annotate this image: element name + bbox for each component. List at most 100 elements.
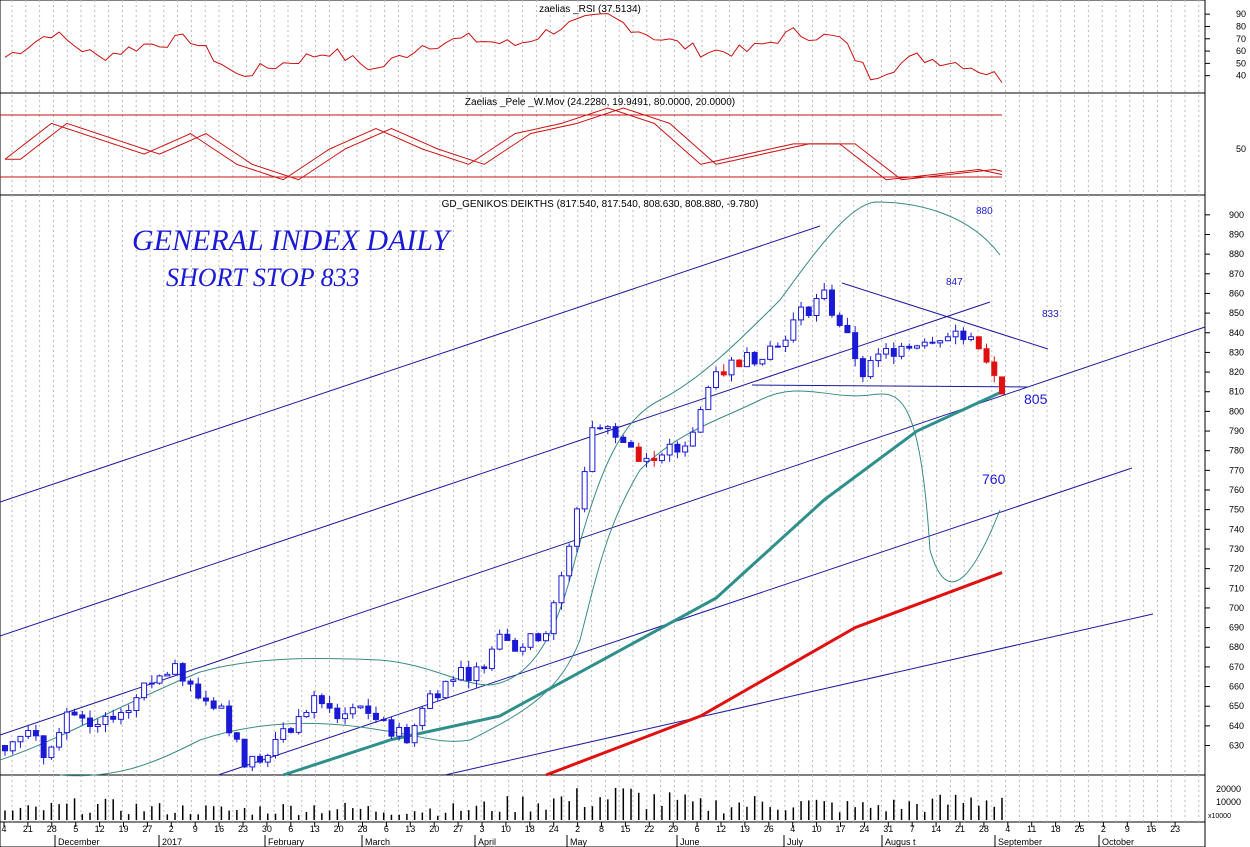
price-title: GD_GENIKOS DEIKTHS (817.540, 817.540, 80… [442, 199, 759, 210]
candle-body [48, 746, 55, 759]
candle-body [342, 713, 349, 720]
x-axis-band [0, 821, 1206, 847]
x-day-label: 21 [23, 824, 33, 834]
y-tick-label: 650 [1229, 701, 1244, 711]
candle-body [759, 358, 766, 365]
x-day-label: 27 [453, 824, 463, 834]
candle-body [257, 755, 264, 763]
y-tick-label: 750 [1229, 505, 1244, 515]
volume-bars [4, 787, 1003, 820]
x-day-label: 16 [214, 824, 224, 834]
candle-body [705, 386, 712, 411]
x-day-label: 2 [575, 824, 580, 834]
candle-body [666, 443, 673, 456]
candle-body [890, 348, 897, 357]
candle-body [527, 633, 534, 648]
candle-body [597, 427, 604, 430]
x-month-label: July [787, 837, 804, 847]
candle-body [913, 345, 920, 349]
candle-body [728, 359, 735, 376]
candle-body [442, 680, 449, 699]
x-day-label: 4 [790, 824, 795, 834]
x-day-label: 12 [716, 824, 726, 834]
candle-body [736, 359, 743, 368]
candle-body [202, 697, 209, 702]
candle-body [643, 457, 650, 462]
x-day-label: 24 [549, 824, 559, 834]
x-day-label: 25 [1074, 824, 1084, 834]
rsi-tick-label: 90 [1236, 9, 1246, 19]
x-day-label: 29 [668, 824, 678, 834]
candle-body [604, 426, 611, 429]
candle-body [589, 427, 596, 473]
candle-body [164, 673, 171, 677]
candle-body [628, 441, 635, 448]
candle-body [172, 663, 179, 675]
x-day-label: 15 [620, 824, 630, 834]
rsi-title: zaelias _RSI (37.5134) [539, 4, 641, 15]
candle-body [187, 680, 194, 685]
candle-body [813, 298, 820, 316]
candle-body [32, 730, 39, 737]
volume-tick-label: 10000 [1216, 797, 1241, 807]
x-day-label: 7 [910, 824, 915, 834]
bollinger-upper [0, 201, 1001, 761]
y-tick-label: 710 [1229, 583, 1244, 593]
y-tick-label: 810 [1229, 387, 1244, 397]
x-day-label: 21 [955, 824, 965, 834]
candle-body [372, 712, 379, 720]
candle-body [25, 730, 32, 737]
candle-body [365, 705, 372, 714]
candle-body [473, 666, 480, 682]
x-month-label: April [478, 837, 496, 847]
y-tick-label: 730 [1229, 544, 1244, 554]
candle-body [519, 646, 526, 652]
candle-body [944, 336, 951, 342]
y-tick-label: 890 [1229, 229, 1244, 239]
x-day-label: 5 [73, 824, 78, 834]
label-880: 880 [976, 206, 993, 217]
candle-body [767, 345, 774, 360]
y-tick-label: 680 [1229, 642, 1244, 652]
candle-body [612, 426, 619, 438]
x-day-label: 14 [931, 824, 941, 834]
label-833: 833 [1042, 309, 1059, 320]
y-tick-label: 670 [1229, 662, 1244, 672]
x-day-label: 11 [1027, 824, 1036, 834]
candle-body [991, 361, 998, 376]
ma200-line [545, 571, 1003, 777]
rsi-panel [0, 0, 1206, 94]
y-tick-label: 830 [1229, 347, 1244, 357]
candle-body [87, 717, 94, 728]
candle-body [550, 602, 557, 635]
candle-body [280, 728, 287, 740]
candle-body [844, 324, 851, 334]
candle-body [63, 711, 70, 734]
x-month-label: May [570, 837, 588, 847]
candle-body [790, 319, 797, 341]
candle-body [651, 457, 658, 462]
candle-body [210, 700, 217, 709]
candle-body [859, 358, 866, 378]
candle-body [311, 695, 318, 713]
candle-body [9, 741, 16, 752]
y-tick-label: 820 [1229, 367, 1244, 377]
x-day-label: 13 [405, 824, 415, 834]
volume-tick-label: 20000 [1216, 784, 1241, 794]
y-tick-label: 760 [1229, 485, 1244, 495]
x-day-label: 17 [835, 824, 845, 834]
candle-body [94, 723, 101, 728]
support-805 [751, 384, 1029, 388]
rsi-tick-label: 70 [1236, 34, 1246, 44]
y-tick-label: 720 [1229, 564, 1244, 574]
candle-body [836, 314, 843, 326]
candle-body [875, 353, 882, 362]
volume-unit: x10000 [1208, 813, 1231, 820]
channel-line-3 [0, 326, 1206, 736]
candle-body [720, 371, 727, 376]
x-day-label: 18 [525, 824, 535, 834]
rsi-axis: 90 80 70 60 50 40 [1205, 9, 1246, 81]
x-day-label: 23 [238, 824, 248, 834]
x-day-label: 6 [695, 824, 700, 834]
candle-body [743, 352, 750, 368]
